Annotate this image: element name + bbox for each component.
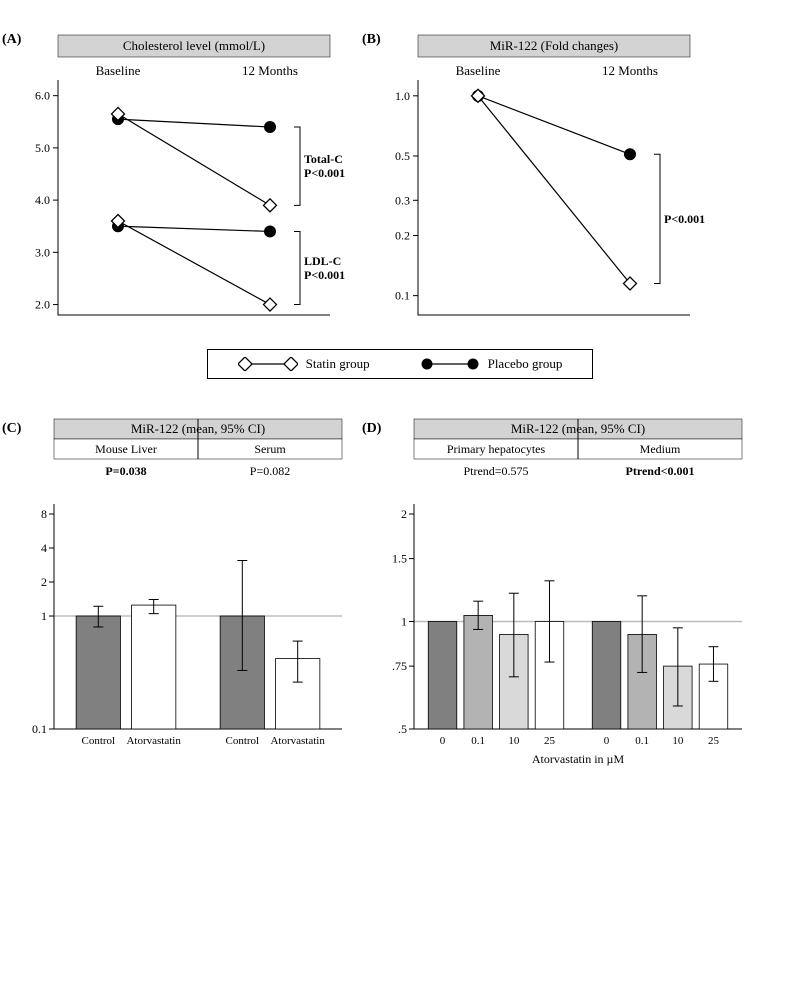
svg-text:0.1: 0.1 — [635, 735, 649, 747]
svg-text:25: 25 — [708, 735, 720, 747]
panel-letter: (D) — [362, 421, 381, 437]
svg-text:P<0.001: P<0.001 — [304, 166, 345, 180]
svg-text:4: 4 — [41, 541, 47, 555]
svg-text:10: 10 — [508, 735, 519, 747]
panel-c: (C) MiR-122 (mean, 95% CI)Mouse LiverP=0… — [20, 409, 350, 783]
svg-text:2: 2 — [41, 575, 47, 589]
chart-c: MiR-122 (mean, 95% CI)Mouse LiverP=0.038… — [20, 409, 350, 779]
panel-letter: (A) — [2, 32, 21, 48]
svg-text:2.0: 2.0 — [35, 298, 50, 312]
svg-text:8: 8 — [41, 507, 47, 521]
svg-text:Cholesterol level (mmol/L): Cholesterol level (mmol/L) — [123, 38, 265, 53]
svg-text:25: 25 — [544, 735, 556, 747]
svg-text:5.0: 5.0 — [35, 141, 50, 155]
svg-text:P<0.001: P<0.001 — [664, 212, 705, 226]
svg-text:10: 10 — [672, 735, 684, 747]
svg-text:.75: .75 — [392, 659, 407, 673]
svg-text:Baseline: Baseline — [456, 63, 501, 78]
legend: Statin group Placebo group — [20, 349, 780, 379]
svg-text:0: 0 — [440, 735, 446, 747]
svg-text:Atorvastatin: Atorvastatin — [270, 735, 325, 747]
svg-text:12 Months: 12 Months — [242, 63, 298, 78]
svg-text:6.0: 6.0 — [35, 89, 50, 103]
svg-text:MiR-122 (Fold changes): MiR-122 (Fold changes) — [490, 38, 619, 53]
svg-text:.5: .5 — [398, 722, 407, 736]
svg-text:1.0: 1.0 — [395, 89, 410, 103]
svg-text:12 Months: 12 Months — [602, 63, 658, 78]
svg-text:Primary hepatocytes: Primary hepatocytes — [447, 442, 546, 456]
panel-a: (A) Cholesterol level (mmol/L)Baseline12… — [20, 20, 350, 334]
chart-b: MiR-122 (Fold changes) Baseline 12 Months 0… — [380, 20, 710, 330]
svg-text:1.5: 1.5 — [392, 552, 407, 566]
svg-text:LDL-C: LDL-C — [304, 254, 341, 268]
svg-text:4.0: 4.0 — [35, 193, 50, 207]
svg-text:3.0: 3.0 — [35, 245, 50, 259]
diamond-icon — [238, 357, 298, 371]
svg-text:Ptrend=0.575: Ptrend=0.575 — [463, 464, 528, 478]
panel-letter: (C) — [2, 421, 21, 437]
svg-text:0.1: 0.1 — [32, 722, 47, 736]
panel-letter: (B) — [362, 32, 381, 48]
svg-text:0.2: 0.2 — [395, 228, 410, 242]
chart-a: Cholesterol level (mmol/L) Baseline 12 Mon… — [20, 20, 350, 330]
chart-d: MiR-122 (mean, 95% CI)Primary hepatocyte… — [380, 409, 750, 779]
svg-text:0: 0 — [604, 735, 610, 747]
svg-text:Baseline: Baseline — [96, 63, 141, 78]
panel-b: (B) MiR-122 (Fold changes)Baseline12 Mon… — [380, 20, 710, 334]
svg-text:Ptrend<0.001: Ptrend<0.001 — [626, 464, 695, 478]
panel-d: (D) MiR-122 (mean, 95% CI)Primary hepato… — [380, 409, 750, 783]
svg-text:0.1: 0.1 — [471, 735, 485, 747]
svg-text:0.5: 0.5 — [395, 149, 410, 163]
svg-text:0.1: 0.1 — [395, 289, 410, 303]
svg-text:Medium: Medium — [640, 442, 681, 456]
svg-text:2: 2 — [401, 507, 407, 521]
svg-text:Total-C: Total-C — [304, 152, 343, 166]
svg-text:P=0.038: P=0.038 — [105, 464, 146, 478]
svg-text:Control: Control — [225, 735, 259, 747]
legend-label: Statin group — [306, 356, 370, 372]
svg-text:Atorvastatin in µM: Atorvastatin in µM — [532, 752, 625, 766]
svg-text:Serum: Serum — [254, 442, 286, 456]
svg-text:1: 1 — [401, 615, 407, 629]
svg-text:P<0.001: P<0.001 — [304, 268, 345, 282]
svg-text:P=0.082: P=0.082 — [250, 464, 290, 478]
legend-label: Placebo group — [488, 356, 563, 372]
svg-text:Control: Control — [81, 735, 115, 747]
circle-icon — [420, 357, 480, 371]
svg-text:1: 1 — [41, 609, 47, 623]
svg-text:Atorvastatin: Atorvastatin — [126, 735, 181, 747]
svg-text:Mouse Liver: Mouse Liver — [95, 442, 157, 456]
svg-text:0.3: 0.3 — [395, 193, 410, 207]
